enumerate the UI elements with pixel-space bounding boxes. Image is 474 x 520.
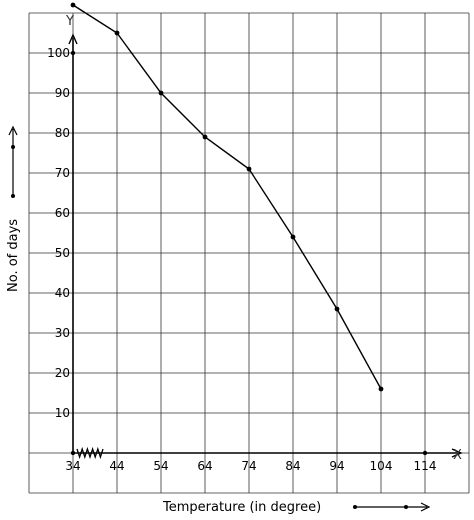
data-point (334, 306, 340, 312)
y-tick-label: 30 (55, 326, 70, 340)
y-axis-title: No. of days (6, 219, 21, 292)
y-tick-label: 10 (55, 406, 70, 420)
x-tick-label: 64 (197, 459, 212, 473)
data-point (290, 234, 296, 240)
x-tick-label: 94 (329, 459, 344, 473)
x-tick-label: 104 (370, 459, 393, 473)
x-axis-end-dot (422, 450, 428, 456)
data-point (246, 166, 252, 172)
grid (28, 12, 470, 494)
y-direction-arrow (8, 125, 18, 198)
y-tick-label: 50 (55, 246, 70, 260)
data-point (70, 2, 76, 8)
x-tick-label: 114 (414, 459, 437, 473)
origin-dot (70, 450, 76, 456)
x-axis-letter: X (453, 448, 462, 463)
x-axis-arrowhead (451, 448, 463, 458)
y-tick-label: 70 (55, 166, 70, 180)
x-direction-arrow (353, 502, 431, 512)
y-tick-label: 40 (55, 286, 70, 300)
y-tick-label: 20 (55, 366, 70, 380)
y-axis-arrowhead (68, 33, 78, 45)
x-tick-label: 84 (285, 459, 300, 473)
data-point (158, 90, 164, 96)
y-axis-letter: Y (65, 14, 74, 29)
data-point (114, 30, 120, 36)
data-point (378, 386, 384, 392)
series-line (72, 4, 382, 390)
y-tick-label: 80 (55, 126, 70, 140)
y-axis-dot (70, 50, 76, 56)
x-tick-label: 54 (153, 459, 168, 473)
y-tick-label: 90 (55, 86, 70, 100)
data-series (70, 2, 384, 392)
axes (68, 33, 463, 460)
y-tick-label: 100 (47, 46, 70, 60)
x-tick-label: 34 (65, 459, 80, 473)
data-point (202, 134, 208, 140)
tick-labels: 10 20 30 40 50 60 70 80 90 100 34 44 54 64 74 84 94 104 11… (47, 46, 436, 473)
x-tick-label: 44 (109, 459, 124, 473)
x-axis-title: Temperature (in degree) (162, 500, 321, 515)
x-axis-break-zigzag (76, 446, 104, 460)
y-tick-label: 60 (55, 206, 70, 220)
x-tick-label: 74 (241, 459, 256, 473)
